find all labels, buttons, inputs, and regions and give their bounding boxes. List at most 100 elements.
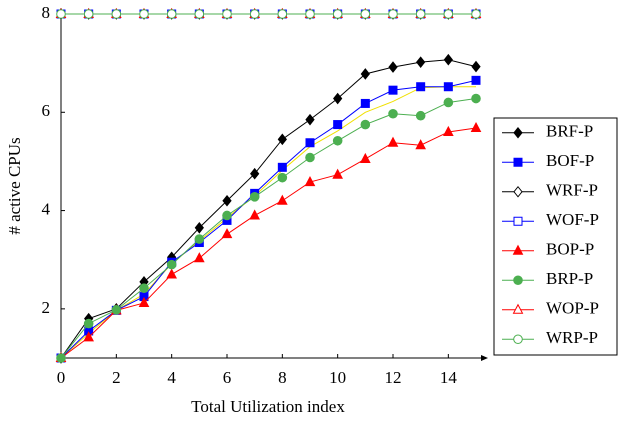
marker bbox=[388, 9, 398, 19]
marker bbox=[277, 162, 287, 172]
legend-label: WOP-P bbox=[546, 299, 599, 318]
marker bbox=[360, 9, 371, 19]
series-line bbox=[60, 127, 477, 359]
marker bbox=[443, 53, 453, 66]
marker bbox=[332, 9, 343, 19]
x-tick-label: 6 bbox=[223, 368, 232, 387]
marker bbox=[443, 125, 454, 136]
marker bbox=[250, 167, 260, 180]
marker bbox=[333, 92, 343, 105]
series-line bbox=[60, 86, 476, 359]
marker bbox=[332, 135, 343, 146]
x-axis-label: Total Utilization index bbox=[191, 397, 345, 416]
marker bbox=[360, 152, 371, 163]
marker bbox=[222, 210, 232, 221]
marker bbox=[111, 9, 122, 19]
marker bbox=[56, 353, 66, 363]
legend-marker bbox=[513, 185, 523, 198]
marker bbox=[83, 318, 94, 329]
legend-label: BOF-P bbox=[546, 151, 594, 170]
marker bbox=[443, 9, 454, 19]
marker bbox=[111, 305, 122, 315]
marker bbox=[249, 9, 260, 19]
legend-marker bbox=[512, 303, 524, 314]
x-tick-label: 10 bbox=[329, 368, 346, 387]
legend-marker bbox=[513, 157, 523, 167]
marker bbox=[194, 234, 205, 244]
x-tick-label: 12 bbox=[385, 368, 402, 387]
marker bbox=[360, 119, 371, 130]
marker bbox=[388, 85, 398, 95]
marker bbox=[139, 283, 149, 294]
marker bbox=[166, 268, 177, 279]
series-line bbox=[60, 79, 477, 359]
marker bbox=[443, 82, 453, 92]
x-tick-label: 8 bbox=[278, 368, 287, 387]
marker bbox=[222, 9, 232, 19]
legend-marker bbox=[513, 126, 523, 139]
y-tick-label: 2 bbox=[42, 298, 51, 317]
marker bbox=[360, 68, 370, 80]
marker bbox=[332, 168, 343, 179]
marker bbox=[415, 110, 426, 121]
marker bbox=[471, 93, 481, 104]
y-tick-label: 4 bbox=[42, 199, 51, 218]
marker bbox=[222, 194, 232, 207]
marker bbox=[333, 120, 343, 130]
x-axis-arrow bbox=[481, 355, 488, 361]
legend-label: BRP-P bbox=[546, 269, 593, 288]
series-line bbox=[60, 98, 477, 359]
marker bbox=[249, 209, 260, 220]
marker bbox=[56, 9, 66, 19]
marker bbox=[277, 9, 288, 19]
marker bbox=[304, 175, 316, 187]
legend-label: WRP-P bbox=[546, 328, 598, 347]
legend-marker bbox=[513, 275, 523, 286]
marker bbox=[387, 136, 399, 147]
x-tick-label: 14 bbox=[440, 368, 458, 387]
marker bbox=[277, 133, 287, 146]
marker bbox=[83, 9, 94, 19]
x-tick-label: 0 bbox=[57, 368, 66, 387]
marker bbox=[388, 61, 398, 73]
y-tick-label: 8 bbox=[42, 3, 51, 22]
marker bbox=[221, 228, 233, 239]
marker bbox=[471, 9, 481, 19]
marker bbox=[139, 9, 149, 19]
marker bbox=[471, 75, 481, 85]
marker bbox=[471, 60, 481, 73]
marker bbox=[415, 139, 426, 150]
y-tick-label: 6 bbox=[42, 101, 51, 120]
marker bbox=[194, 9, 205, 19]
marker bbox=[277, 194, 288, 205]
marker bbox=[360, 98, 370, 108]
legend-marker bbox=[512, 244, 524, 255]
legend-marker bbox=[513, 334, 523, 345]
marker bbox=[194, 221, 204, 234]
legend-label: WRF-P bbox=[546, 181, 598, 200]
x-tick-label: 2 bbox=[112, 368, 121, 387]
marker bbox=[388, 108, 398, 119]
marker bbox=[470, 121, 482, 133]
marker bbox=[249, 192, 260, 202]
marker bbox=[305, 113, 315, 126]
marker bbox=[305, 152, 315, 163]
marker bbox=[416, 56, 426, 68]
marker bbox=[305, 138, 315, 148]
marker bbox=[277, 172, 288, 183]
legend-label: BOP-P bbox=[546, 240, 594, 259]
y-axis-label: # active CPUs bbox=[5, 137, 24, 234]
series-line bbox=[60, 59, 477, 359]
legend-label: WOF-P bbox=[546, 210, 599, 229]
legend-box bbox=[493, 117, 618, 356]
marker bbox=[415, 9, 426, 19]
legend-label: BRF-P bbox=[546, 122, 593, 141]
legend-marker bbox=[513, 216, 523, 226]
marker bbox=[138, 296, 150, 307]
x-tick-label: 4 bbox=[167, 368, 176, 387]
marker bbox=[83, 331, 94, 342]
marker bbox=[166, 259, 177, 270]
marker bbox=[305, 9, 315, 19]
marker bbox=[194, 252, 205, 263]
